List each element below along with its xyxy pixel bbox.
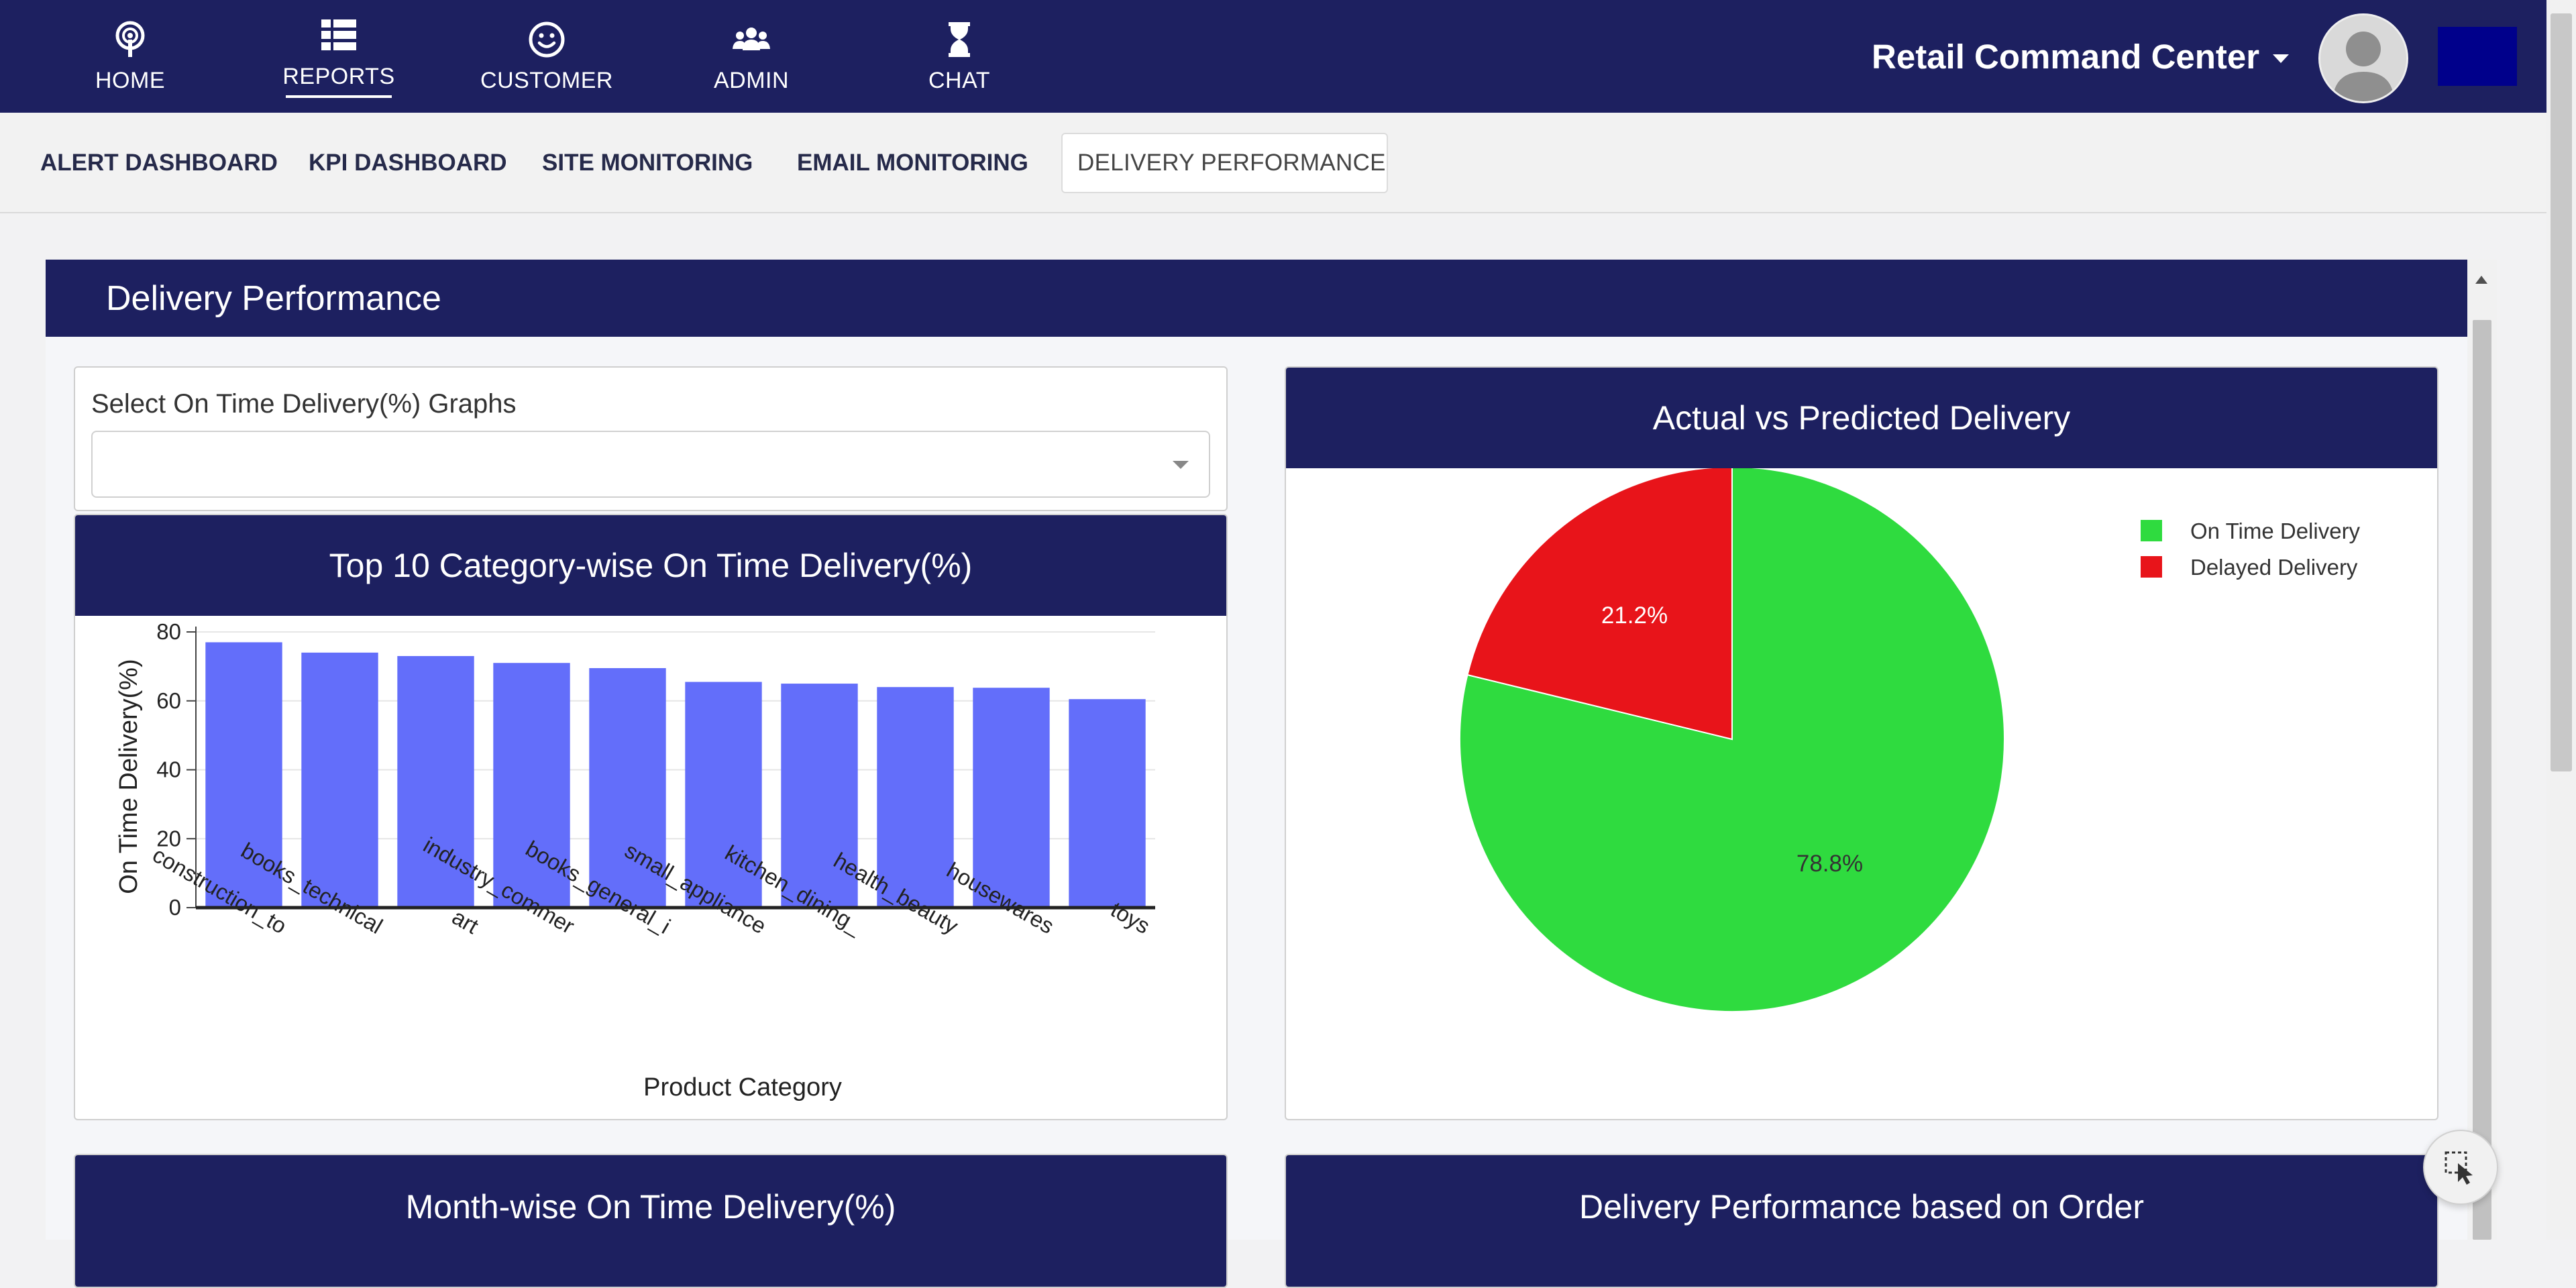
bar bbox=[493, 663, 570, 908]
list-icon bbox=[321, 19, 356, 50]
nav-reports[interactable]: REPORTS bbox=[282, 0, 396, 113]
nav-chat-label: CHAT bbox=[928, 67, 991, 93]
y-tick-label: 20 bbox=[156, 826, 181, 851]
nav-customer-label: CUSTOMER bbox=[480, 67, 613, 93]
nav-home[interactable]: HOME bbox=[90, 0, 170, 113]
x-axis-title: Product Category bbox=[643, 1073, 842, 1102]
bar bbox=[877, 687, 954, 908]
page-title: Delivery Performance bbox=[46, 260, 2467, 337]
bar bbox=[685, 682, 762, 908]
y-tick-label: 40 bbox=[156, 757, 181, 782]
legend-label: On Time Delivery bbox=[2190, 519, 2361, 543]
report-subnav: ALERT DASHBOARD KPI DASHBOARD SITE MONIT… bbox=[0, 113, 2546, 213]
active-tab-indicator bbox=[286, 95, 392, 98]
avatar[interactable] bbox=[2318, 13, 2408, 103]
category-chart-title: Top 10 Category-wise On Time Delivery(%) bbox=[75, 515, 1226, 616]
bar bbox=[973, 688, 1050, 908]
legend-swatch bbox=[2141, 520, 2162, 541]
nav-reports-label: REPORTS bbox=[282, 63, 395, 89]
month-chart-title: Month-wise On Time Delivery(%) bbox=[75, 1155, 1226, 1287]
pie-chart-title: Actual vs Predicted Delivery bbox=[1286, 368, 2437, 468]
tab-site-monitoring[interactable]: SITE MONITORING bbox=[542, 150, 753, 176]
y-tick-label: 0 bbox=[169, 895, 181, 920]
pointer-select-icon bbox=[2445, 1151, 2473, 1185]
nav-chat[interactable]: CHAT bbox=[919, 0, 1000, 113]
tab-alert-dashboard[interactable]: ALERT DASHBOARD bbox=[40, 150, 278, 176]
graph-select-label: Select On Time Delivery(%) Graphs bbox=[91, 389, 517, 419]
panel-scrollbar[interactable] bbox=[2467, 260, 2497, 1240]
y-tick-label: 60 bbox=[156, 688, 181, 713]
graph-select-dropdown[interactable] bbox=[91, 431, 1210, 498]
order-chart-title: Delivery Performance based on Order bbox=[1286, 1155, 2437, 1287]
nav-customer[interactable]: CUSTOMER bbox=[476, 0, 617, 113]
brand-title: Retail Command Center bbox=[1872, 37, 2260, 76]
broadcast-icon bbox=[115, 21, 145, 57]
user-silhouette-icon bbox=[2320, 15, 2406, 101]
smile-icon bbox=[529, 21, 565, 57]
pie-value-label: 21.2% bbox=[1601, 602, 1668, 629]
y-axis-title: On Time Delivery(%) bbox=[115, 659, 143, 894]
top-navbar: HOME REPORTS CUSTOMER ADMIN CHAT bbox=[0, 0, 2546, 113]
window-scroll-thumb[interactable] bbox=[2551, 13, 2572, 771]
pie-slice bbox=[1466, 468, 1733, 741]
order-chart-card: Delivery Performance based on Order bbox=[1285, 1154, 2438, 1288]
scroll-up-arrow-icon[interactable] bbox=[2475, 276, 2487, 284]
bar bbox=[781, 684, 858, 908]
bar bbox=[205, 642, 282, 908]
graph-select-card: Select On Time Delivery(%) Graphs bbox=[74, 366, 1228, 511]
caret-down-icon bbox=[2273, 54, 2290, 63]
legend-label: Delayed Delivery bbox=[2190, 555, 2358, 580]
panel-scroll-thumb[interactable] bbox=[2473, 320, 2491, 1240]
bar bbox=[1069, 699, 1146, 908]
bar bbox=[301, 652, 378, 908]
delivery-pie-chart: 78.8% 21.2% On Time Delivery Delayed Delive… bbox=[1459, 468, 2361, 1012]
pie-value-label: 78.8% bbox=[1796, 851, 1863, 877]
y-tick-label: 80 bbox=[156, 619, 181, 644]
category-chart-card: Top 10 Category-wise On Time Delivery(%)… bbox=[74, 514, 1228, 1120]
tab-kpi-dashboard[interactable]: KPI DASHBOARD bbox=[309, 150, 507, 176]
tab-delivery-performance[interactable]: DELIVERY PERFORMANCE bbox=[1061, 133, 1388, 193]
users-icon bbox=[733, 27, 770, 50]
month-chart-card: Month-wise On Time Delivery(%) bbox=[74, 1154, 1228, 1288]
legend-swatch bbox=[2141, 556, 2162, 578]
nav-admin[interactable]: ADMIN bbox=[704, 0, 798, 113]
actual-vs-predicted-card: Actual vs Predicted Delivery 78.8% 21.2% O… bbox=[1285, 366, 2438, 1120]
cursor-assist-button[interactable] bbox=[2423, 1130, 2498, 1205]
bar bbox=[397, 655, 474, 908]
chevron-down-icon bbox=[1173, 461, 1189, 469]
window-scrollbar[interactable] bbox=[2546, 0, 2576, 1240]
blue-status-box bbox=[2438, 27, 2517, 86]
bar bbox=[589, 667, 666, 908]
hourglass-icon bbox=[949, 21, 970, 57]
nav-admin-label: ADMIN bbox=[713, 67, 790, 93]
tab-email-monitoring[interactable]: EMAIL MONITORING bbox=[797, 150, 1028, 176]
nav-home-label: HOME bbox=[95, 67, 165, 93]
brand-dropdown[interactable]: Retail Command Center bbox=[1872, 35, 2290, 78]
